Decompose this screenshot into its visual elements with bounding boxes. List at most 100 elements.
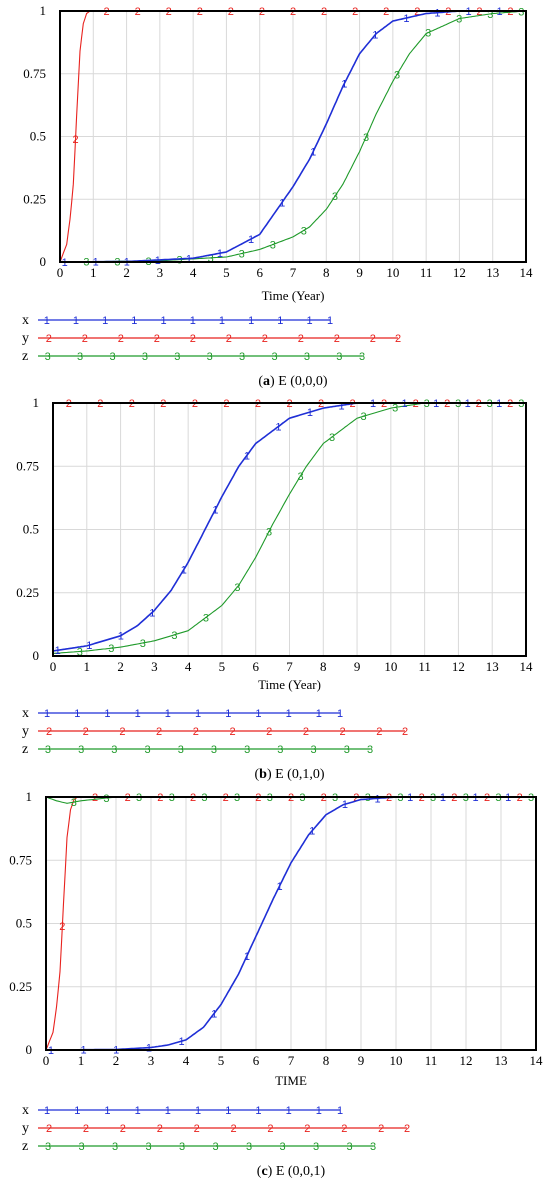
y-tick-label: 0 [33, 648, 40, 663]
legend-marker-z: 3 [271, 351, 277, 363]
legend-marker-x: 1 [131, 315, 137, 327]
series-marker-x: 1 [248, 234, 254, 246]
series-marker-x: 1 [341, 79, 347, 91]
y-tick-label: 0.25 [23, 191, 46, 206]
series-marker-x: 1 [149, 607, 155, 619]
series-marker-x: 1 [342, 799, 348, 811]
legend-entry-z: z 3 3 3 3 3 3 3 3 3 3 3 [22, 349, 365, 364]
legend-label-z: z [22, 742, 28, 757]
legend-marker-x: 1 [135, 708, 141, 720]
legend-entry-z: z 3 3 3 3 3 3 3 3 3 3 3 [22, 742, 373, 757]
series-marker-x: 1 [277, 881, 283, 893]
legend-marker-z: 3 [142, 351, 148, 363]
legend-marker-x: 1 [104, 708, 110, 720]
x-tick-label: 10 [390, 1053, 403, 1068]
x-tick-label: 3 [157, 265, 164, 280]
caption-paren-close: ) [267, 767, 275, 782]
series-marker-x: 1 [309, 826, 315, 838]
legend-marker-z: 3 [45, 351, 51, 363]
legend-label-x: x [22, 313, 29, 328]
y-tick-label: 0 [26, 1042, 33, 1057]
legend-marker-y: 2 [118, 333, 124, 345]
legend-label-y: y [22, 1121, 29, 1136]
legend-label-x: x [22, 1103, 29, 1118]
legend-marker-x: 1 [225, 708, 231, 720]
y-tick-label: 0.25 [9, 979, 32, 994]
legend-label-y: y [22, 331, 29, 346]
legend-marker-x: 1 [44, 1105, 50, 1117]
legend-marker-x: 1 [165, 1105, 171, 1117]
legend-marker-x: 1 [255, 708, 261, 720]
chart-caption: (a) E (0,0,0) [258, 374, 328, 389]
legend-marker-z: 3 [310, 744, 316, 756]
x-tick-label: 1 [90, 265, 97, 280]
series-marker-z: 3 [140, 638, 146, 650]
legend-marker-x: 1 [286, 708, 292, 720]
x-tick-label: 11 [418, 659, 431, 674]
x-tick-label: 8 [323, 265, 330, 280]
series-marker-z: 3 [487, 9, 493, 21]
x-tick-label: 12 [460, 1053, 473, 1068]
series-marker-x: 1 [275, 421, 281, 433]
series-marker-x: 1 [118, 631, 124, 643]
y-tick-label: 0 [40, 254, 47, 269]
legend-marker-z: 3 [336, 351, 342, 363]
x-tick-label: 13 [495, 1053, 508, 1068]
x-tick-label: 14 [530, 1053, 544, 1068]
series-marker-z: 3 [392, 402, 398, 414]
legend-marker-x: 1 [74, 708, 80, 720]
x-tick-label: 11 [420, 265, 433, 280]
x-tick-label: 10 [386, 265, 399, 280]
legend-marker-y: 2 [46, 333, 52, 345]
plot-frame [45, 796, 537, 1051]
caption-text: E (0,0,0) [278, 374, 328, 389]
legend-marker-z: 3 [111, 744, 117, 756]
x-tick-label: 5 [219, 659, 226, 674]
caption-paren-open: ( [257, 1164, 262, 1179]
y-tick-label: 1 [26, 789, 33, 804]
caption-letter: a [263, 374, 270, 389]
series-marker-z: 3 [71, 797, 77, 809]
legend-label-x: x [22, 706, 29, 721]
series-marker-x: 1 [434, 8, 440, 20]
legend-marker-y: 2 [267, 1123, 273, 1135]
legend-marker-y: 2 [303, 726, 309, 738]
caption-text: E (0,0,1) [276, 1164, 326, 1179]
x-tick-label: 12 [453, 265, 466, 280]
legend-marker-z: 3 [45, 744, 51, 756]
series-marker-z: 3 [108, 643, 114, 655]
x-tick-label: 10 [384, 659, 397, 674]
x-tick-label: 9 [358, 1053, 365, 1068]
series-marker-z: 3 [203, 612, 209, 624]
x-tick-label: 1 [84, 659, 91, 674]
series-marker-x: 1 [244, 450, 250, 462]
series-marker-x: 1 [310, 147, 316, 159]
series-marker-z: 3 [266, 526, 272, 538]
legend-marker-y: 2 [82, 333, 88, 345]
series-marker-z: 3 [208, 253, 214, 265]
legend-marker-z: 3 [77, 351, 83, 363]
legend-marker-y: 2 [46, 726, 52, 738]
legend-marker-x: 1 [102, 315, 108, 327]
x-tick-label: 3 [151, 659, 158, 674]
legend-marker-z: 3 [239, 351, 245, 363]
legend-marker-x: 1 [195, 708, 201, 720]
x-tick-label: 0 [50, 659, 57, 674]
legend-marker-y: 2 [334, 333, 340, 345]
y-tick-label: 0.75 [16, 458, 39, 473]
y-tick-label: 1 [40, 3, 47, 18]
chart-caption: (b) E (0,1,0) [254, 767, 324, 782]
legend-marker-y: 2 [154, 333, 160, 345]
x-tick-label: 8 [320, 659, 327, 674]
x-tick-label: 0 [57, 265, 64, 280]
x-tick-label: 1 [78, 1053, 85, 1068]
legend-marker-y: 2 [119, 726, 125, 738]
legend-marker-z: 3 [112, 1141, 118, 1153]
legend-marker-z: 3 [359, 351, 365, 363]
legend-marker-y: 2 [229, 726, 235, 738]
chart-caption: (c) E (0,0,1) [257, 1164, 326, 1179]
legend-marker-z: 3 [313, 1141, 319, 1153]
x-tick-label: 13 [486, 659, 499, 674]
series-marker-x: 1 [307, 407, 313, 419]
